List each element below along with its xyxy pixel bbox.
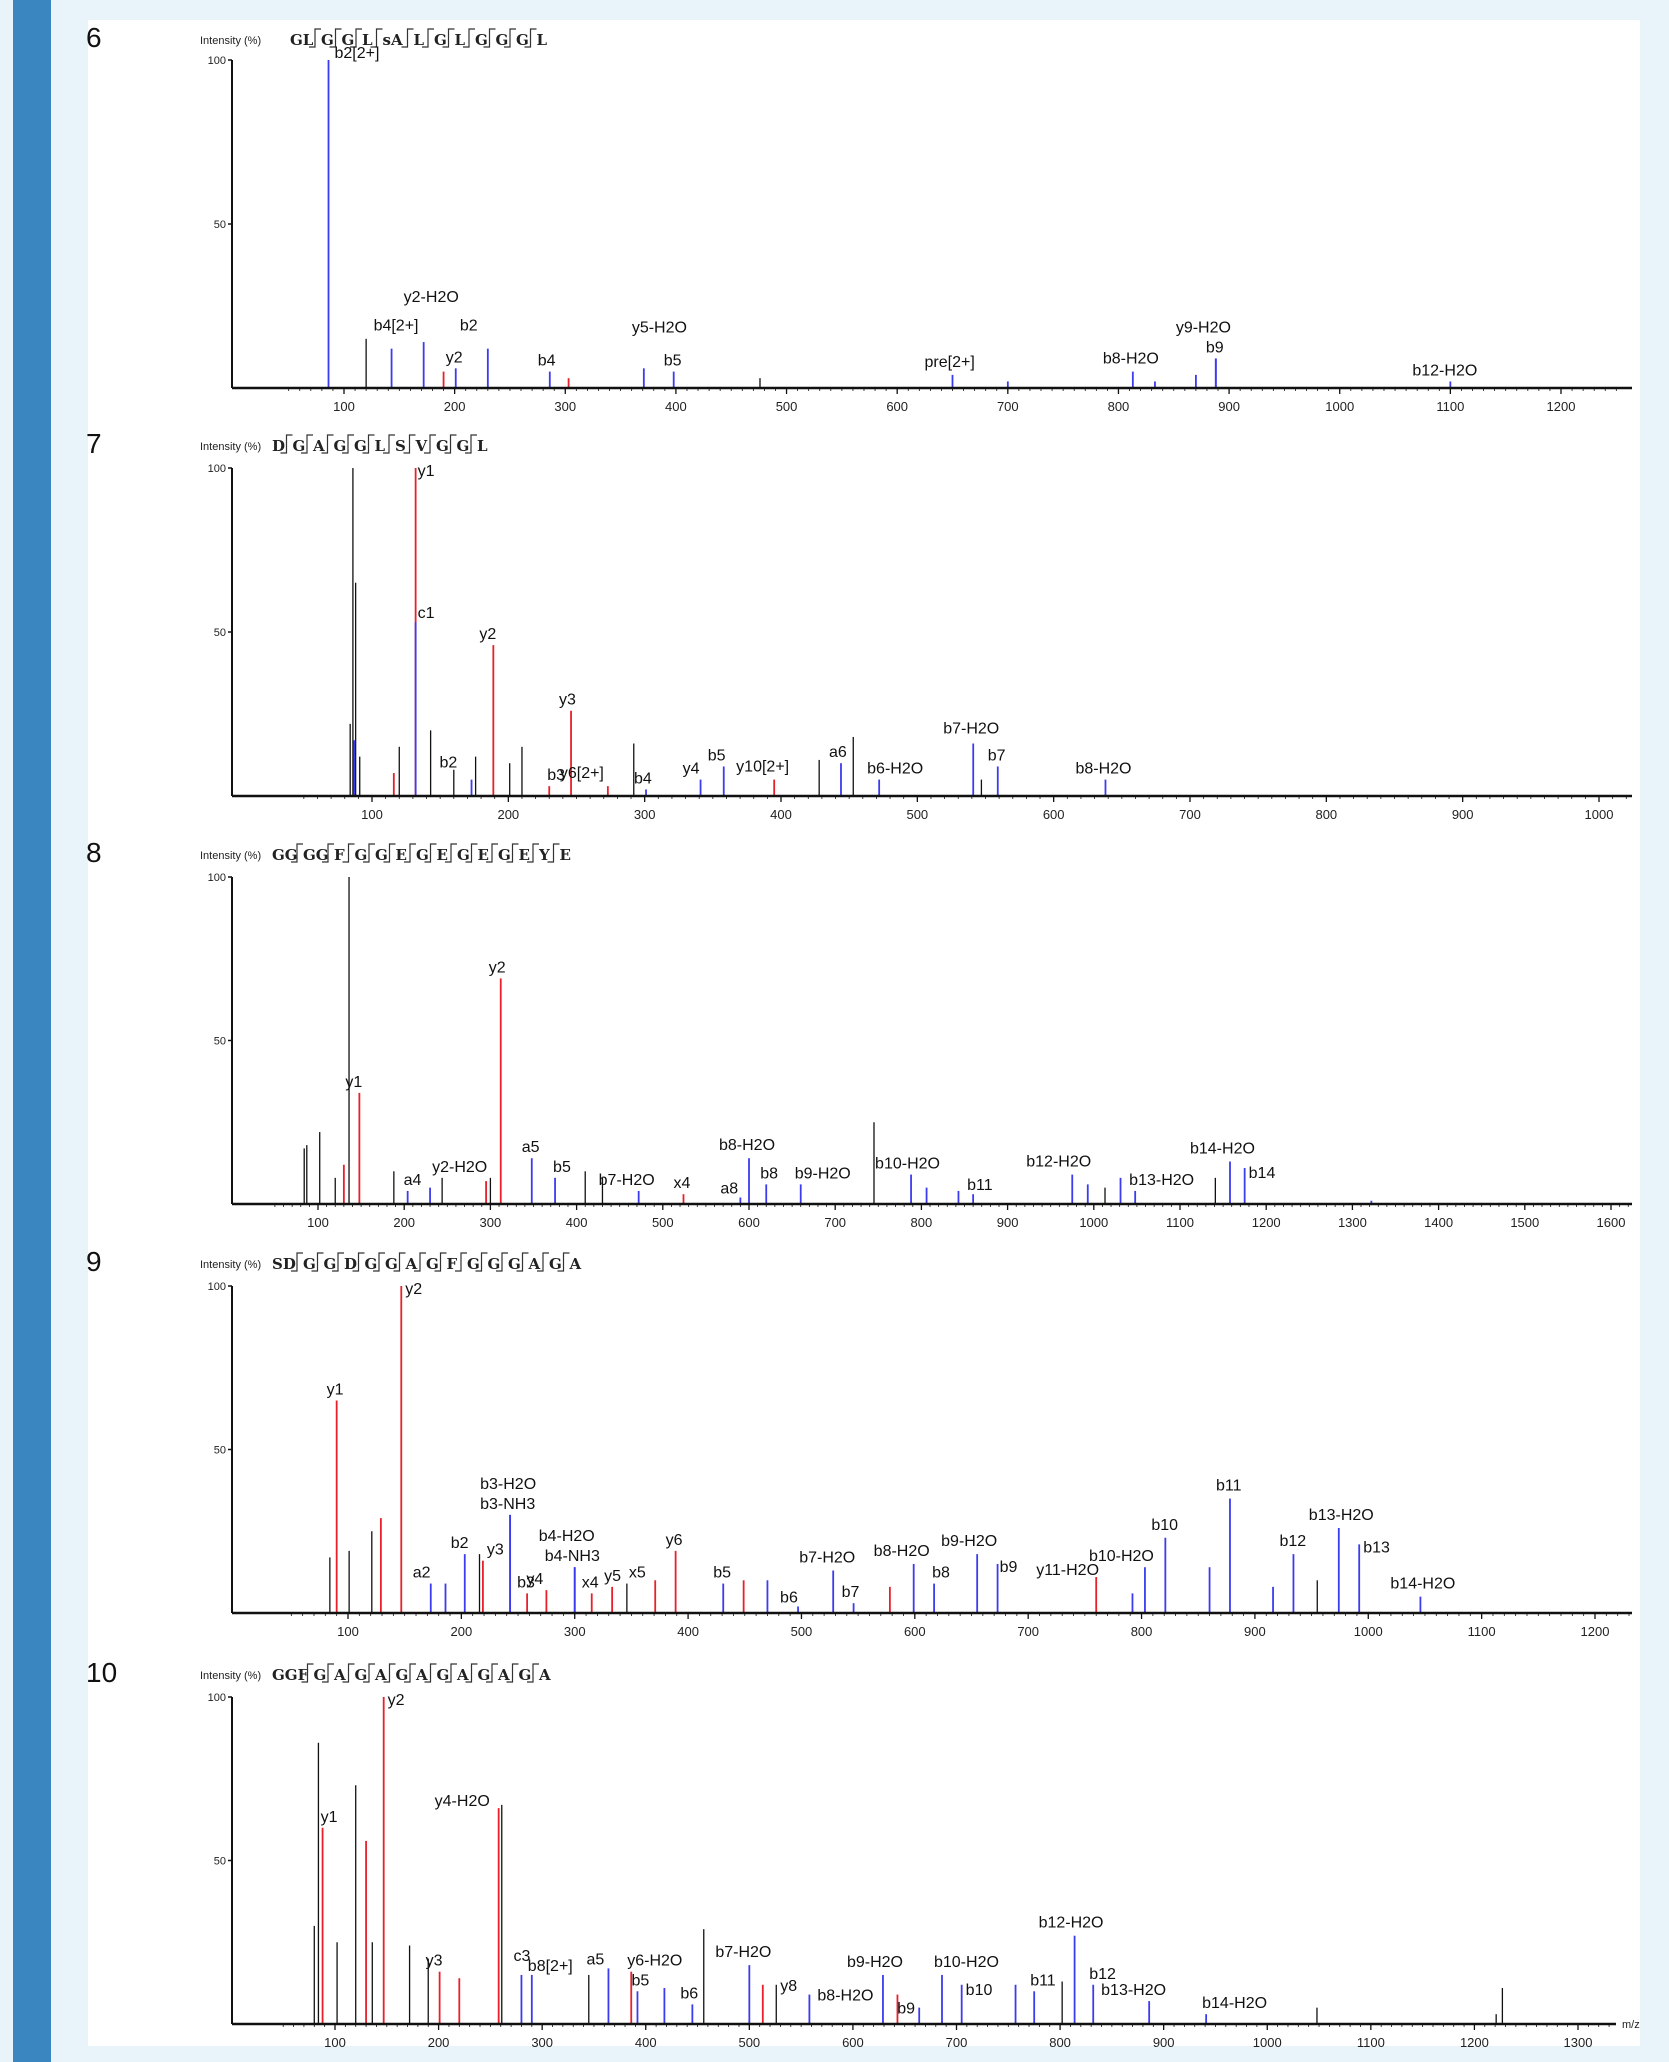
panel-number: 7 — [86, 428, 102, 459]
panel-number: 10 — [86, 1657, 118, 1688]
panel-number: 9 — [86, 1246, 102, 1277]
figure-sheet — [88, 20, 1640, 2046]
panel-number: 8 — [86, 837, 102, 868]
left-accent-band — [13, 0, 51, 2062]
panel-number: 6 — [86, 22, 102, 53]
